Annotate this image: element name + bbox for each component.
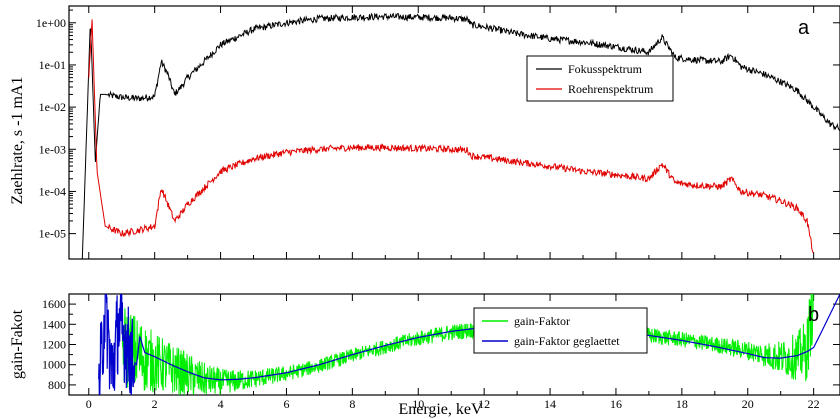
panel-b-xtick-label: 22 — [808, 397, 820, 411]
legend-b-label-0: gain-Faktor — [514, 314, 570, 328]
panel-a-legend: Fokusspektrum Roehrenspektrum — [526, 55, 674, 102]
series-line-gain-faktor-geglaettet — [98, 294, 840, 395]
panel-b-xtick-label: 16 — [610, 397, 622, 411]
panel-a-letter: a — [798, 17, 810, 39]
panel-b-xtick-label: 14 — [544, 397, 556, 411]
panel-a-series — [81, 12, 840, 259]
panel-a-ytick-label: 1e-05 — [39, 227, 66, 241]
series-line-roehrenspektrum — [88, 19, 814, 254]
panel-b-xtick-label: 2 — [152, 397, 158, 411]
panel-a-ytick-label: 1e-02 — [39, 100, 66, 114]
panel-b-xtick-label: 4 — [218, 397, 224, 411]
panel-b-ytick-label: 800 — [48, 378, 66, 392]
panel-b-legend: gain-Faktor gain-Faktor geglaettet — [473, 307, 648, 354]
legend-b-label-1: gain-Faktor geglaettet — [514, 334, 620, 348]
panel-b-ylabel: gain-Fakot — [9, 309, 26, 379]
panel-a-ytick-label: 1e+00 — [36, 16, 66, 30]
panel-b-ytick-label: 1400 — [42, 317, 66, 331]
panel-b-ytick-label: 1200 — [42, 338, 66, 352]
legend-a-label-0: Fokusspektrum — [568, 62, 643, 76]
panel-a-ytick-label: 1e-04 — [39, 184, 66, 198]
legend-a-box — [526, 55, 674, 102]
panel-b-series — [98, 294, 840, 395]
panel-b-xtick-label: 6 — [283, 397, 289, 411]
panel-a-ytick-label: 1e-03 — [39, 142, 66, 156]
panel-b: 800 1000 1200 1400 1600 0 2 4 6 8 10 12 14 16 18 20 22 b… — [9, 293, 840, 418]
panel-b-letter: b — [808, 304, 819, 326]
panel-b-xlabel: Energie, keV — [398, 401, 483, 418]
panel-a-ytick-label: 1e-01 — [39, 58, 66, 72]
panel-b-ytick-label: 1600 — [42, 297, 66, 311]
series-line-fokusspektrum — [81, 12, 840, 259]
panel-b-xtick-label: 10 — [412, 397, 424, 411]
panel-b-xtick-label: 8 — [349, 397, 355, 411]
panel-a-ylabel: Zaehlrate, s -1 mA1 — [9, 77, 26, 205]
panel-b-xtick-label: 0 — [86, 397, 92, 411]
panel-b-ytick-label: 1000 — [42, 358, 66, 372]
panel-b-xtick-label: 20 — [742, 397, 754, 411]
panel-a-frame — [68, 5, 840, 260]
legend-b-box — [473, 307, 648, 354]
panel-b-xtick-label: 12 — [478, 397, 490, 411]
legend-a-label-1: Roehrenspektrum — [568, 82, 654, 96]
panel-b-xtick-label: 18 — [676, 397, 688, 411]
panel-a: 1e+00 1e-01 1e-02 1e-03 1e-04 1e-05 a Zaehlra… — [9, 5, 840, 260]
panel-b-ticks: 800 1000 1200 1400 1600 0 2 4 6 8 10 12 14 16 18 20 22 — [42, 293, 840, 411]
panel-a-ticks: 1e+00 1e-01 1e-02 1e-03 1e-04 1e-05 — [36, 6, 840, 259]
